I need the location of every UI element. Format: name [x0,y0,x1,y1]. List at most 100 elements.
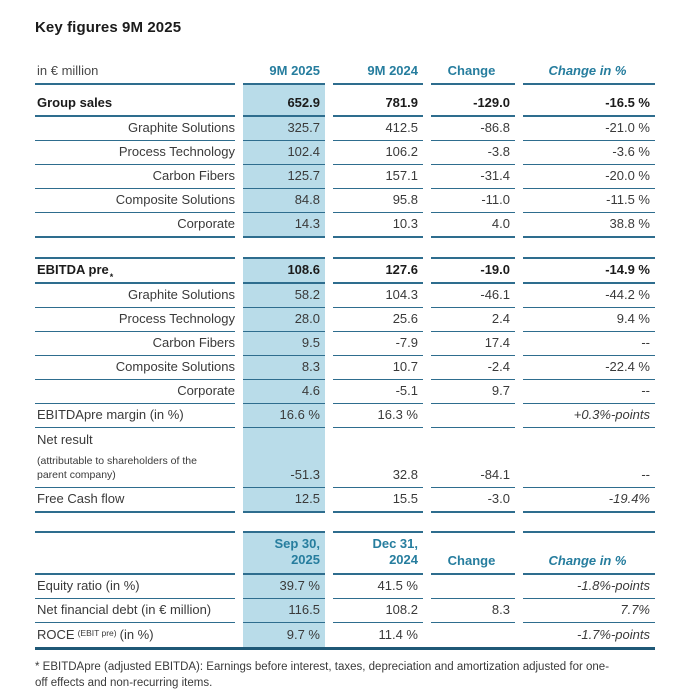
unit-header: in € million [35,60,235,85]
row-label: Free Cash flow [35,488,235,513]
table-row-corporate: Corporate 4.6 -5.1 9.7 -- [35,380,655,404]
table-row-corporate: Corporate 14.3 10.3 4.0 38.8 % [35,213,655,238]
column-header-sep-30-2025: Sep 30, 2025 [243,531,325,575]
column-header-change: Change [431,60,515,85]
row-label: Process Technology [35,141,235,165]
value-9m-2024: -5.1 [333,380,423,404]
value-change: -84.1 [431,428,515,488]
value-change [431,404,515,428]
value-9m-2025: 102.4 [243,141,325,165]
table-row-free-cash-flow: Free Cash flow 12.5 15.5 -3.0 -19.4% [35,488,655,513]
value-change: 2.4 [431,308,515,332]
row-label: Equity ratio (in %) [35,575,235,599]
value-change: -31.4 [431,165,515,189]
table-row-roce: ROCE (EBIT pre) (in %) 9.7 % 11.4 % -1.7… [35,623,655,647]
row-label: Carbon Fibers [35,165,235,189]
value-9m-2025: 84.8 [243,189,325,213]
column-header-change-percent: Change in % [523,531,655,575]
value-change-percent: 9.4 % [523,308,655,332]
column-header-9m-2025: 9M 2025 [243,60,325,85]
table-row-composite-solutions: Composite Solutions 8.3 10.7 -2.4 -22.4 … [35,356,655,380]
table-row-equity-ratio: Equity ratio (in %) 39.7 % 41.5 % -1.8%-… [35,575,655,599]
value-change: 17.4 [431,332,515,356]
row-label: Composite Solutions [35,356,235,380]
row-label: Process Technology [35,308,235,332]
table-row-net-result: Net result (attributable to shareholders… [35,428,655,488]
value-9m-2024: 32.8 [333,428,423,488]
value-change-percent: -14.9 % [523,257,655,284]
value-9m-2025: 125.7 [243,165,325,189]
value-dec-31-2024: 11.4 % [378,627,418,642]
value-9m-2025: 8.3 [243,356,325,380]
value-change-percent: -- [523,428,655,488]
value-sep-30-2025: 9.7 % [243,623,325,647]
value-change: -19.0 [431,257,515,284]
value-change-percent: -16.5 % [523,85,655,117]
row-label: Group sales [35,85,235,117]
value-change [431,623,515,647]
value-change-percent: -11.5 % [523,189,655,213]
row-label: Composite Solutions [35,189,235,213]
value-change-percent: -- [523,332,655,356]
value-9m-2024: 15.5 [333,488,423,513]
row-label: Net result (attributable to shareholders… [35,428,235,488]
table-row-graphite-solutions: Graphite Solutions 58.2 104.3 -46.1 -44.… [35,284,655,308]
value-change: -46.1 [431,284,515,308]
table-row-ebitda-margin: EBITDApre margin (in %) 16.6 % 16.3 % +0… [35,404,655,428]
row-label: Corporate [35,380,235,404]
value-9m-2025: -51.3 [243,428,325,488]
value-change-percent: -22.4 % [523,356,655,380]
page-title: Key figures 9M 2025 [35,19,182,36]
value-change: -3.0 [431,488,515,513]
value-change-percent: -21.0 % [523,117,655,141]
value-9m-2025: 108.6 [243,257,325,284]
value-sep-30-2025: 39.7 % [243,575,325,599]
value-9m-2024: 16.3 % [333,404,423,428]
key-figures-table: in € million 9M 2025 9M 2024 Change Chan… [35,60,655,650]
table1-header-row: in € million 9M 2025 9M 2024 Change Chan… [35,60,655,85]
row-label: EBITDA pre * [35,257,235,284]
table-bottom-rule [35,647,655,650]
value-change-percent: -1.7%-points [577,627,650,642]
value-9m-2024: 106.2 [333,141,423,165]
value-9m-2025: 12.5 [243,488,325,513]
row-label: ROCE (EBIT pre) (in %) [35,623,235,647]
value-change: -2.4 [431,356,515,380]
section-spacer [35,238,655,257]
value-9m-2024: 10.3 [333,213,423,238]
row-label-main: ROCE [37,627,75,642]
value-9m-2025: 652.9 [243,85,325,117]
value-change: -86.8 [431,117,515,141]
table-row-composite-solutions: Composite Solutions 84.8 95.8 -11.0 -11.… [35,189,655,213]
table-row-carbon-fibers: Carbon Fibers 9.5 -7.9 17.4 -- [35,332,655,356]
row-label: EBITDApre margin (in %) [35,404,235,428]
column-header-change: Change [431,531,515,575]
value-9m-2024: 127.6 [333,257,423,284]
value-change-percent: -19.4% [523,488,655,513]
value-change-percent: -20.0 % [523,165,655,189]
value-9m-2024: -7.9 [333,332,423,356]
column-header-9m-2024: 9M 2024 [333,60,423,85]
value-change: 8.3 [431,599,515,623]
value-9m-2024: 412.5 [333,117,423,141]
value-change: -129.0 [431,85,515,117]
value-change-percent: 7.7% [523,599,655,623]
value-change [431,575,515,599]
value-9m-2024: 781.9 [333,85,423,117]
value-change: 4.0 [431,213,515,238]
value-9m-2024: 157.1 [333,165,423,189]
section-spacer [35,513,655,531]
row-label-unit: (in %) [119,627,154,642]
value-change: -11.0 [431,189,515,213]
table-row-group-sales: Group sales 652.9 781.9 -129.0 -16.5 % [35,85,655,117]
empty-header-cell [35,531,235,575]
table-row-ebitda-pre: EBITDA pre * 108.6 127.6 -19.0 -14.9 % [35,257,655,284]
value-change: 9.7 [431,380,515,404]
footnote: * EBITDApre (adjusted EBITDA): Earnings … [35,661,610,689]
row-label: Net financial debt (in € million) [35,599,235,623]
value-9m-2025: 4.6 [243,380,325,404]
value-change-percent: +0.3%-points [523,404,655,428]
row-label-sub: (EBIT pre) [77,628,117,638]
value-sep-30-2025: 116.5 [243,599,325,623]
